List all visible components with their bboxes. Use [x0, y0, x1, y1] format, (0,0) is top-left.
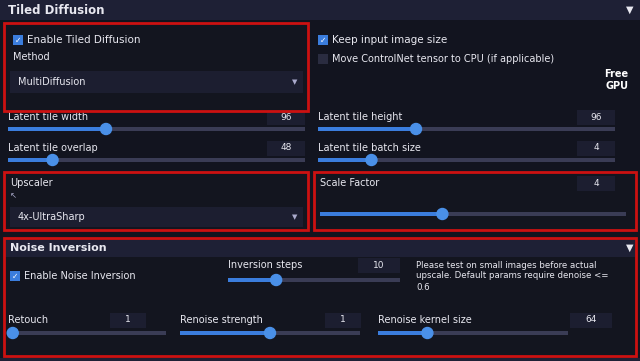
Text: Renoise strength: Renoise strength	[180, 315, 263, 325]
Bar	[110, 313, 146, 327]
Text: 10: 10	[373, 261, 385, 270]
Text: Inversion steps: Inversion steps	[228, 260, 302, 270]
Text: ▼: ▼	[627, 243, 634, 253]
Bar	[8, 331, 166, 335]
Bar	[577, 109, 615, 125]
Bar	[228, 278, 276, 282]
Bar	[8, 331, 13, 335]
Text: 4x-UltraSharp: 4x-UltraSharp	[18, 212, 86, 222]
Bar	[5, 239, 635, 355]
Bar	[180, 331, 270, 335]
Text: 64: 64	[586, 316, 596, 325]
Circle shape	[264, 327, 275, 339]
Bar	[358, 257, 400, 273]
Circle shape	[410, 123, 422, 135]
Bar	[320, 212, 626, 216]
Text: Retouch: Retouch	[8, 315, 48, 325]
Text: Latent tile height: Latent tile height	[318, 112, 403, 122]
Bar	[318, 54, 328, 64]
Text: ▼: ▼	[292, 79, 298, 86]
Text: ↖: ↖	[10, 191, 17, 200]
Bar	[4, 238, 636, 356]
Circle shape	[100, 123, 111, 135]
Text: 96: 96	[590, 113, 602, 122]
Bar	[13, 35, 23, 45]
Text: Latent tile batch size: Latent tile batch size	[318, 143, 421, 153]
Text: Scale Factor: Scale Factor	[320, 178, 380, 188]
Text: MultiDiffusion: MultiDiffusion	[18, 77, 86, 87]
Bar	[320, 212, 442, 216]
Text: Latent tile overlap: Latent tile overlap	[8, 143, 98, 153]
Text: Enable Noise Inversion: Enable Noise Inversion	[24, 271, 136, 281]
Bar	[4, 23, 308, 111]
Bar	[8, 127, 106, 131]
Text: 1: 1	[125, 316, 131, 325]
Bar	[0, 358, 640, 361]
Bar	[570, 313, 612, 327]
Bar	[5, 173, 307, 229]
Bar	[180, 331, 360, 335]
Text: 4: 4	[593, 144, 599, 152]
Text: 0.6: 0.6	[416, 283, 429, 292]
Bar	[577, 140, 615, 156]
Bar	[378, 331, 568, 335]
Text: ✓: ✓	[15, 36, 21, 45]
Text: Latent tile width: Latent tile width	[8, 112, 88, 122]
Bar	[267, 140, 305, 156]
Text: ▼: ▼	[292, 214, 298, 221]
Text: 48: 48	[280, 144, 292, 152]
Bar	[315, 173, 635, 229]
Text: Free
GPU: Free GPU	[604, 69, 628, 91]
Bar	[318, 127, 416, 131]
Text: ✓: ✓	[320, 36, 326, 45]
Text: Tiled Diffusion: Tiled Diffusion	[8, 4, 104, 17]
Text: Upscaler: Upscaler	[10, 178, 52, 188]
Bar	[325, 313, 361, 327]
Bar	[318, 158, 371, 162]
Text: 4: 4	[593, 178, 599, 187]
Bar	[318, 35, 328, 45]
Text: 1: 1	[340, 316, 346, 325]
Text: upscale. Default params require denoise <=: upscale. Default params require denoise …	[416, 271, 609, 280]
Circle shape	[7, 327, 19, 339]
Circle shape	[437, 209, 448, 219]
Bar	[577, 175, 615, 191]
Bar	[318, 127, 615, 131]
Circle shape	[271, 274, 282, 286]
Text: ✓: ✓	[12, 272, 18, 281]
Bar	[10, 71, 303, 93]
Bar	[267, 109, 305, 125]
Bar	[5, 239, 635, 257]
Text: 96: 96	[280, 113, 292, 122]
Bar	[8, 127, 305, 131]
Circle shape	[47, 155, 58, 165]
Bar	[5, 24, 307, 110]
Text: Please test on small images before actual: Please test on small images before actua…	[416, 261, 596, 270]
Text: Noise Inversion: Noise Inversion	[10, 243, 107, 253]
Circle shape	[366, 155, 377, 165]
Text: Method: Method	[13, 52, 50, 62]
Bar	[4, 172, 308, 230]
Bar	[378, 331, 428, 335]
Bar	[228, 278, 400, 282]
Text: ▼: ▼	[627, 5, 634, 15]
Text: Enable Tiled Diffusion: Enable Tiled Diffusion	[27, 35, 141, 45]
Bar	[10, 271, 20, 281]
Bar	[318, 158, 615, 162]
Bar	[10, 207, 303, 227]
Text: Move ControlNet tensor to CPU (if applicable): Move ControlNet tensor to CPU (if applic…	[332, 54, 554, 64]
Bar	[0, 0, 640, 20]
Circle shape	[422, 327, 433, 339]
Bar	[8, 158, 305, 162]
Text: Renoise kernel size: Renoise kernel size	[378, 315, 472, 325]
Bar	[8, 158, 52, 162]
Bar	[314, 172, 636, 230]
Text: Keep input image size: Keep input image size	[332, 35, 447, 45]
